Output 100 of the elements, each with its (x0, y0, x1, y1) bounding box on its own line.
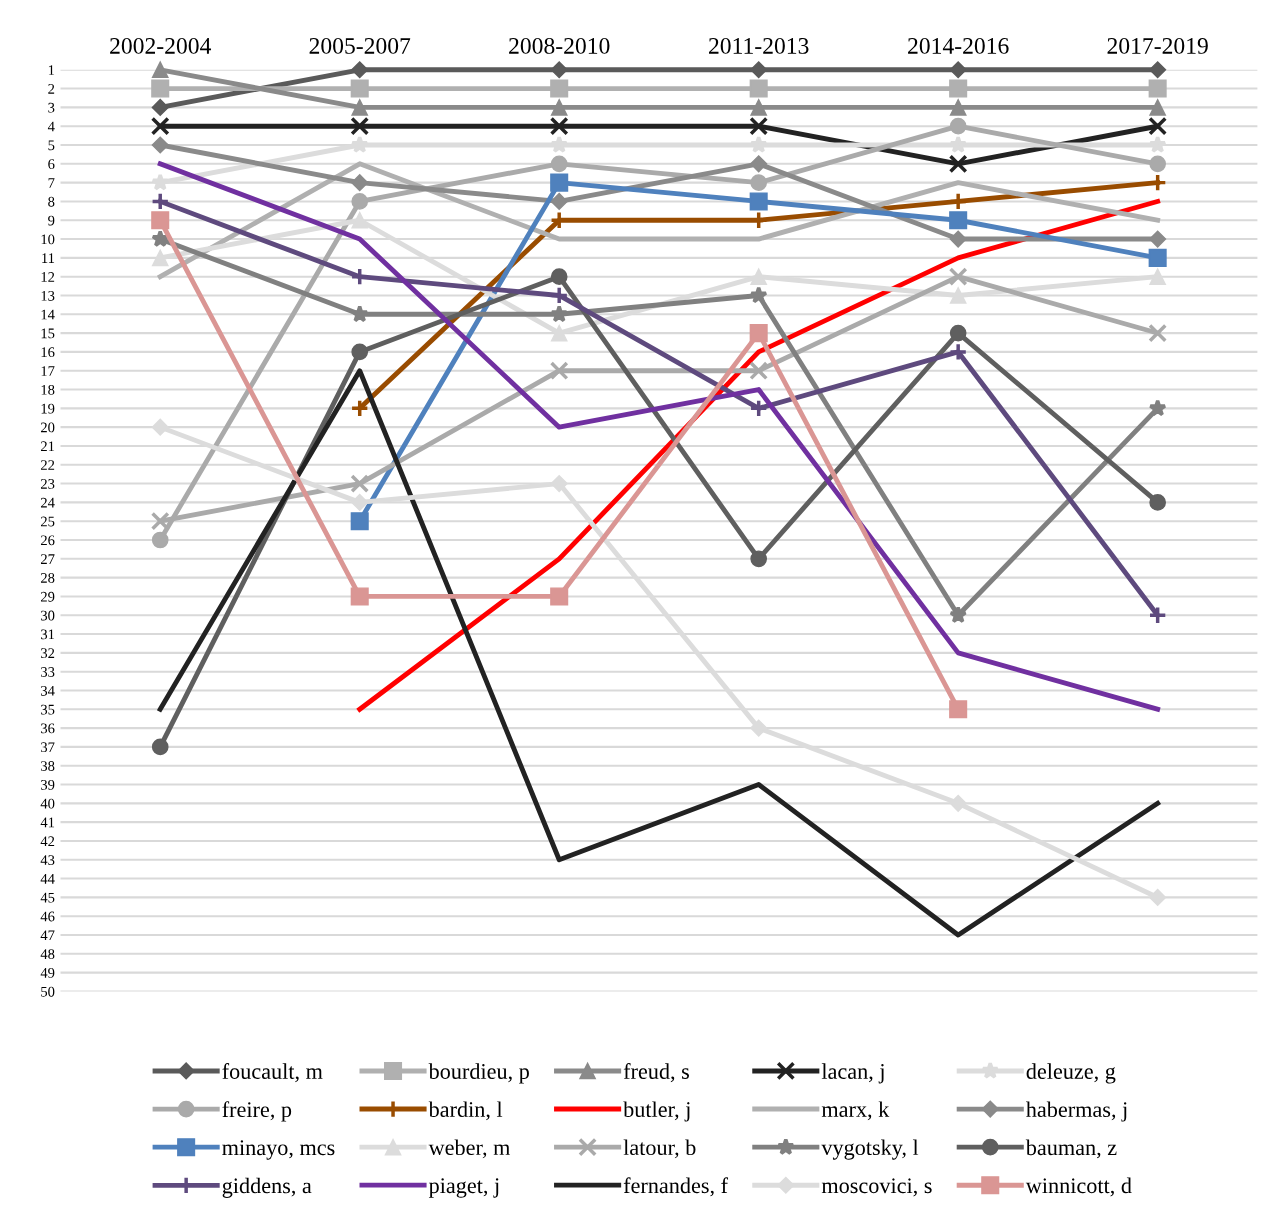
legend-label: piaget, j (428, 1178, 499, 1198)
y-tick-label: 43 (40, 855, 55, 865)
y-tick-label: 37 (41, 742, 55, 753)
point (151, 61, 169, 79)
x-tick-label: 2008-2010 (509, 37, 610, 54)
y-tick-label: 22 (40, 460, 55, 470)
legend-label: freud, s (623, 1063, 689, 1083)
point (1148, 135, 1167, 153)
point (750, 550, 768, 568)
y-tick-label: 10 (41, 234, 55, 245)
legend-label: deleuze, g (1026, 1063, 1116, 1084)
point (949, 230, 967, 248)
legend-label: bauman, z (1025, 1139, 1117, 1159)
y-tick-label: 6 (48, 159, 55, 170)
y-tick-label: 44 (40, 874, 55, 884)
point (1148, 605, 1168, 625)
point (549, 286, 569, 305)
point (151, 211, 170, 230)
point (151, 531, 169, 549)
legend-label: minayo, mcs (222, 1140, 335, 1160)
y-tick-label: 39 (41, 779, 55, 790)
y-tick-label: 11 (42, 253, 55, 263)
legend-label: marx, k (821, 1101, 890, 1121)
y-tick-label: 34 (41, 685, 55, 696)
point (350, 512, 369, 531)
point (151, 79, 170, 98)
point (750, 61, 768, 79)
y-tick-label: 24 (40, 497, 55, 508)
line-series (157, 368, 1161, 938)
point (151, 738, 169, 756)
y-tick-label: 29 (40, 591, 55, 602)
legend-label: foucault, m (222, 1063, 323, 1083)
legend-label: habermas, j (1026, 1101, 1127, 1122)
point (351, 211, 369, 229)
x-tick-label: 2002-2004 (110, 37, 212, 54)
point (949, 287, 967, 304)
point (948, 192, 968, 211)
point (1148, 79, 1167, 98)
x-tick-label: 2017-2019 (1107, 37, 1208, 54)
point (949, 135, 968, 153)
point (550, 324, 568, 342)
point (749, 361, 769, 381)
point (351, 193, 369, 210)
legend-label: fernandes, f (623, 1177, 729, 1197)
point (351, 343, 369, 361)
y-tick-label: 36 (41, 723, 55, 734)
point (550, 587, 569, 606)
point (948, 342, 968, 362)
y-tick-label: 1 (48, 65, 55, 75)
point (749, 79, 768, 98)
legend-label: winnicott, d (1025, 1177, 1132, 1197)
point (350, 135, 369, 153)
point (351, 99, 369, 116)
y-tick-label: 26 (40, 535, 55, 546)
legend-label: freire, p (222, 1101, 292, 1122)
line-series (157, 161, 1161, 712)
y-tick-label: 33 (41, 667, 55, 677)
point (550, 135, 569, 153)
point (948, 154, 968, 174)
point (351, 61, 369, 79)
point (1149, 61, 1167, 79)
point (750, 99, 768, 116)
point (949, 605, 968, 624)
y-tick-label: 28 (40, 572, 55, 583)
y-tick-label: 17 (41, 366, 55, 376)
point (949, 324, 967, 342)
x-tick-label: 2014-2016 (908, 37, 1009, 54)
point (750, 155, 768, 173)
y-tick-label: 4 (47, 121, 55, 132)
legend-label: giddens, a (222, 1177, 312, 1198)
point (151, 173, 170, 191)
point (949, 61, 967, 79)
point (1148, 323, 1168, 343)
y-tick-label: 38 (41, 761, 55, 771)
y-tick-label: 16 (41, 347, 55, 358)
y-tick-label: 23 (40, 478, 55, 489)
legend-label: bardin, l (428, 1101, 503, 1121)
y-tick-label: 48 (40, 949, 55, 960)
point (749, 398, 769, 418)
y-tick-label: 15 (41, 328, 55, 339)
y-tick-label: 5 (48, 140, 55, 151)
y-tick-label: 19 (41, 403, 55, 414)
y-tick-label: 14 (41, 309, 55, 320)
y-tick-label: 41 (40, 817, 55, 828)
y-tick-label: 27 (40, 554, 55, 564)
point (151, 136, 169, 154)
point (750, 719, 768, 737)
point (949, 117, 967, 135)
point (151, 249, 169, 267)
point (151, 98, 169, 116)
legend-label: butler, j (623, 1101, 690, 1122)
y-tick-label: 50 (41, 986, 55, 997)
legend-label: moscovici, s (821, 1178, 932, 1197)
point (1149, 888, 1167, 906)
point (549, 116, 569, 136)
point (550, 79, 569, 98)
y-tick-label: 30 (41, 610, 55, 621)
y-tick-label: 45 (40, 892, 55, 903)
y-tick-label: 18 (41, 384, 55, 395)
point (550, 304, 569, 323)
